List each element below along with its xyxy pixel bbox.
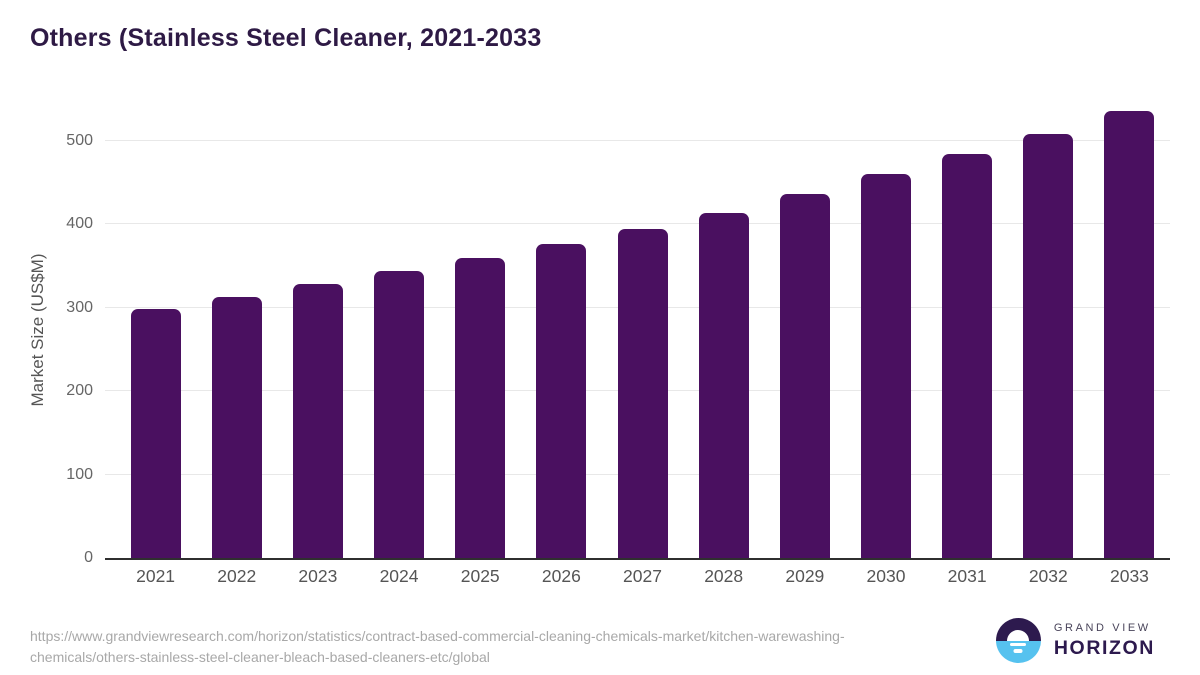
bar-column-2029	[764, 100, 845, 558]
x-tick-label-2025: 2025	[460, 566, 500, 586]
bar-2031	[942, 154, 993, 558]
x-tick-label-2030: 2030	[866, 566, 906, 586]
bar-column-2030	[845, 100, 926, 558]
bar-2028	[698, 212, 749, 558]
source-url-line2: chemicals/others-stainless-steel-cleaner…	[30, 649, 490, 665]
logo-sun-icon	[1007, 629, 1030, 641]
bar-2027	[617, 229, 668, 558]
logo-grand-view-text: GRAND VIEW	[1053, 621, 1151, 634]
bar-column-2027	[602, 100, 683, 558]
chart-title: Others (Stainless Steel Cleaner, 2021-20…	[30, 24, 542, 52]
x-tick-label-2023: 2023	[298, 566, 338, 586]
x-tick-label-2029: 2029	[785, 566, 825, 586]
logo-sky-half	[995, 618, 1041, 641]
bar-2021	[130, 309, 181, 558]
bar-column-2025	[440, 100, 521, 558]
x-tick-label-2021: 2021	[136, 566, 176, 586]
x-tick-label-2024: 2024	[379, 566, 419, 586]
bar-2030	[860, 174, 911, 558]
gridline-400	[105, 223, 1170, 225]
y-tick-label-500: 500	[66, 132, 93, 149]
sunrise-logo-icon	[995, 618, 1041, 663]
bar-2024	[374, 271, 425, 558]
source-url-line1: https://www.grandviewresearch.com/horizo…	[30, 628, 845, 644]
x-tick-label-2022: 2022	[217, 566, 257, 586]
y-tick-label-0: 0	[84, 549, 93, 566]
bar-column-2024	[358, 100, 439, 558]
bar-column-2028	[683, 100, 764, 558]
y-tick-label-400: 400	[66, 215, 93, 233]
bar-column-2033	[1089, 100, 1170, 558]
bar-column-2021	[115, 100, 196, 558]
gridline-500	[105, 140, 1170, 141]
y-tick-label-100: 100	[66, 465, 93, 483]
bar-series	[105, 100, 1170, 558]
x-tick-label-2028: 2028	[704, 566, 744, 586]
grand-view-horizon-logo: GRAND VIEW HORIZON	[995, 618, 1155, 663]
bar-2026	[536, 243, 587, 558]
logo-reflection-line	[1013, 649, 1023, 653]
x-tick-label-2027: 2027	[623, 566, 662, 586]
bar-column-2031	[927, 100, 1008, 558]
y-tick-label-200: 200	[66, 382, 93, 400]
plot-area: 0 100 200 300 400 500	[66, 100, 1170, 566]
bar-column-2026	[521, 100, 602, 558]
logo-reflection-line	[1010, 642, 1027, 647]
bar-2032	[1023, 134, 1074, 558]
logo-horizon-text: HORIZON	[1053, 636, 1155, 659]
bar-2029	[779, 193, 830, 558]
bar-2033	[1104, 110, 1155, 558]
x-tick-label-2026: 2026	[541, 566, 581, 586]
x-tick-labels: 2021 2022 2023 2024 2025 2026 2027 2028 2029 2030…	[105, 566, 1170, 587]
x-tick-label-2032: 2032	[1028, 566, 1068, 586]
logo-text: GRAND VIEW HORIZON	[1054, 622, 1155, 660]
bar-column-2022	[196, 100, 277, 558]
x-tick-label-2031: 2031	[947, 566, 987, 586]
y-tick-label-300: 300	[66, 298, 93, 316]
source-url: https://www.grandviewresearch.com/horizo…	[30, 626, 845, 668]
x-tick-label-2033: 2033	[1109, 566, 1149, 586]
bar-2022	[211, 296, 262, 558]
bar-column-2032	[1008, 100, 1089, 558]
bar-2025	[455, 257, 506, 558]
bar-2023	[292, 284, 343, 558]
bar-column-2023	[277, 100, 358, 558]
